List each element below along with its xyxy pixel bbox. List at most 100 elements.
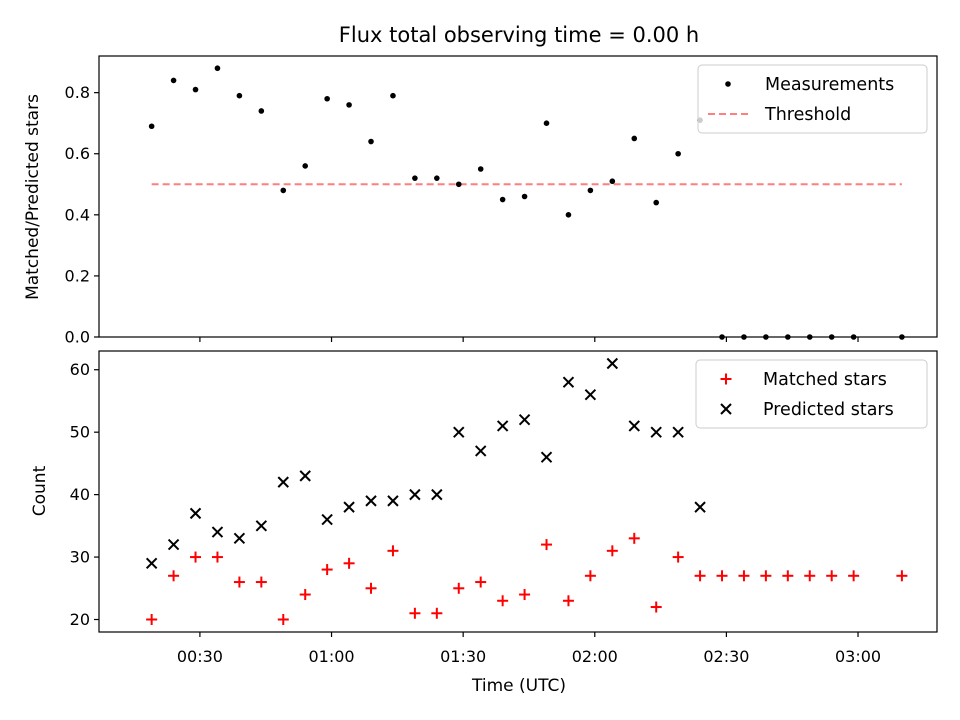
- measurement-point: [192, 86, 199, 93]
- top-legend: Measurements Threshold: [697, 64, 928, 134]
- matched-star-point: [255, 576, 267, 588]
- matched-star-point: [277, 614, 289, 626]
- bottom-y-tick-label: 50: [70, 423, 90, 442]
- bottom-x-ticks: 00:30 01:00 01:30 02:00 02:30 03:00: [177, 632, 881, 666]
- predicted-star-point: [672, 426, 684, 438]
- predicted-star-point: [211, 526, 224, 538]
- matched-star-point: [475, 576, 487, 588]
- measurement-point: [170, 77, 177, 84]
- bottom-x-tick-label: 03:00: [835, 647, 881, 666]
- top-panel: 0.00.20.40.60.8 Matched/Predicted stars …: [23, 55, 938, 347]
- matched-star-point: [584, 570, 596, 582]
- measurement-point: [236, 92, 243, 99]
- predicted-star-point: [365, 495, 377, 507]
- matched-star-point: [628, 532, 640, 544]
- legend-threshold-label: Threshold: [764, 105, 851, 125]
- bottom-legend: Matched stars Predicted stars: [695, 359, 928, 429]
- bottom-y-axis-label: Count: [30, 465, 50, 516]
- matched-star-point: [848, 570, 860, 582]
- matched-star-point: [233, 576, 245, 588]
- measurement-point: [587, 187, 594, 194]
- predicted-star-point: [562, 376, 575, 388]
- predicted-star-point: [167, 538, 180, 551]
- top-y-axis-label: Matched/Predicted stars: [23, 94, 43, 300]
- predicted-star-point: [694, 501, 706, 513]
- measurement-point: [346, 102, 352, 108]
- predicted-star-point: [299, 470, 311, 482]
- matched-star-point: [760, 570, 772, 582]
- matched-star-point: [738, 570, 750, 582]
- measurement-point: [280, 187, 287, 194]
- top-x-ticks: [199, 337, 859, 342]
- matched-star-point: [541, 539, 553, 551]
- bottom-x-tick-label: 01:00: [308, 647, 354, 666]
- predicted-star-point: [255, 520, 268, 532]
- measurement-point: [368, 138, 374, 145]
- legend-matched-label: Matched stars: [763, 370, 887, 390]
- predicted-star-point: [409, 488, 421, 501]
- measurement-point: [631, 135, 638, 142]
- measurement-point: [455, 181, 462, 188]
- top-y-tick-label: 0.0: [65, 328, 90, 347]
- chart-title: Flux total observing time = 0.00 h: [339, 23, 699, 47]
- predicted-star-point: [431, 488, 443, 501]
- predicted-star-point: [474, 445, 487, 457]
- measurement-point: [390, 92, 396, 99]
- predicted-star-point: [233, 532, 246, 545]
- measurement-point: [324, 95, 330, 102]
- predicted-star-point: [321, 513, 333, 526]
- matched-star-point: [826, 570, 838, 582]
- matched-star-point: [431, 607, 443, 619]
- measurement-point: [258, 108, 265, 114]
- bottom-x-tick-label: 01:30: [440, 647, 486, 666]
- measurement-point: [543, 120, 550, 126]
- top-y-tick-label: 0.8: [65, 83, 90, 102]
- matched-star-point: [453, 582, 465, 594]
- matched-star-point: [782, 570, 794, 582]
- measurement-point: [565, 212, 572, 218]
- top-y-tick-label: 0.4: [65, 205, 90, 224]
- matched-star-point: [365, 582, 377, 594]
- predicted-star-point: [518, 413, 531, 426]
- matched-star-point: [562, 595, 574, 607]
- predicted-star-point: [606, 357, 619, 370]
- legend-matched-marker: [720, 373, 732, 385]
- x-axis-label: Time (UTC): [471, 676, 566, 696]
- predicted-star-point: [277, 476, 289, 488]
- matched-star-point: [299, 589, 311, 601]
- predicted-star-point: [189, 507, 202, 520]
- matched-star-point: [409, 607, 421, 619]
- predicted-star-point: [145, 557, 158, 570]
- measurement-point: [214, 65, 221, 72]
- top-plot-marks: [148, 65, 905, 340]
- top-y-ticks: 0.0 0.2 0.4 0.6 0.8: [65, 83, 99, 347]
- predicted-star-point: [540, 451, 553, 463]
- top-legend-box: [697, 64, 928, 134]
- predicted-star-point: [343, 501, 355, 513]
- bottom-x-tick-label: 00:30: [177, 647, 223, 666]
- predicted-star-point: [650, 426, 662, 438]
- matched-star-point: [168, 570, 180, 582]
- matched-star-point: [650, 601, 662, 613]
- bottom-legend-box: [695, 359, 928, 429]
- matched-star-point: [146, 614, 158, 626]
- matched-star-point: [211, 551, 223, 563]
- bottom-x-tick-label: 02:00: [572, 647, 618, 666]
- measurement-point: [302, 163, 309, 169]
- bottom-y-ticks: 20 30 40 50 60: [70, 360, 99, 629]
- legend-predicted-label: Predicted stars: [763, 400, 894, 420]
- matched-star-point: [694, 570, 706, 582]
- matched-star-point: [606, 545, 618, 557]
- matched-star-point: [716, 570, 728, 582]
- predicted-star-point: [496, 420, 509, 432]
- matched-star-point: [190, 551, 202, 563]
- bottom-panel: 20 30 40 50 60 00:30 01:00 01:30 02:00 02:30 03:0…: [30, 350, 938, 696]
- bottom-x-tick-label: 02:30: [703, 647, 749, 666]
- measurement-point: [675, 150, 681, 157]
- bottom-plot-marks: [145, 357, 908, 626]
- legend-measurements-label: Measurements: [765, 75, 894, 95]
- matched-star-point: [519, 589, 531, 601]
- legend-measurements-marker: [725, 81, 731, 87]
- measurement-point: [477, 166, 484, 172]
- top-axes-frame: [98, 55, 938, 338]
